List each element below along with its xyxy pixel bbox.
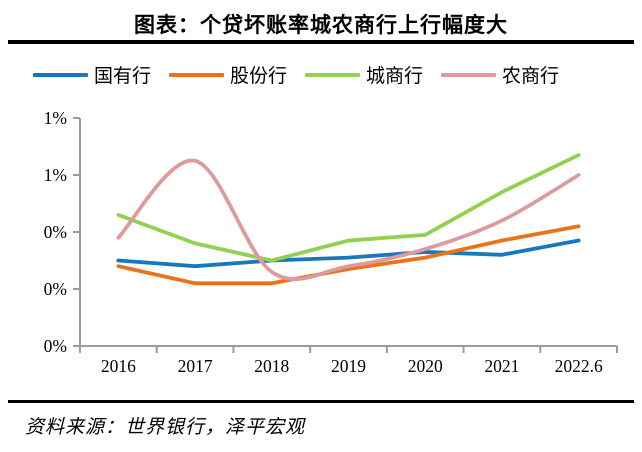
- source-note: 资料来源：世界银行，泽平宏观: [25, 417, 306, 438]
- y-axis-tick-label: 1%: [44, 108, 67, 128]
- legend-line-swatch-blue: [33, 72, 88, 77]
- y-axis-tick-label: 0%: [44, 336, 67, 356]
- legend-item-state-owned-banks: 国有行: [33, 61, 151, 88]
- legend-line-swatch-green: [305, 72, 361, 77]
- series-line-城商行: [116, 152, 581, 262]
- x-axis-tick-label: 2017: [178, 356, 213, 376]
- footer-divider-rule: [8, 399, 634, 403]
- legend-item-joint-stock-banks: 股份行: [169, 61, 287, 88]
- series-line-农商行: [116, 158, 581, 281]
- line-chart: 0% 0% 0% 1% 1% 2016 2017 2018 2019 2020 2021 2022.6: [0, 100, 642, 400]
- y-axis-tick-label: 1%: [44, 165, 67, 185]
- x-axis-tick-label: 2020: [408, 356, 443, 376]
- legend-line-swatch-orange: [169, 72, 225, 77]
- legend-label: 城商行: [366, 66, 424, 87]
- legend-label: 股份行: [230, 66, 288, 87]
- legend-label: 农商行: [502, 66, 560, 87]
- x-axis-tick-label: 2022.6: [555, 356, 603, 376]
- chart-title: 图表：个贷坏账率城农商行上行幅度大: [134, 13, 508, 37]
- legend-item-city-commercial-banks: 城商行: [305, 61, 423, 88]
- line-chart-canvas: 0% 0% 0% 1% 1% 2016 2017 2018 2019 2020 2021 2022.6: [44, 108, 618, 376]
- series-line-国有行: [116, 238, 581, 268]
- legend-item-rural-commercial-banks: 农商行: [441, 61, 559, 88]
- series-line-股份行: [116, 223, 581, 285]
- y-axis-tick-label: 0%: [44, 222, 67, 242]
- title-divider-rule: [8, 40, 634, 44]
- legend-line-swatch-pink: [441, 72, 497, 77]
- y-axis-tick-label: 0%: [44, 279, 67, 299]
- legend-label: 国有行: [94, 66, 152, 87]
- chart-legend: 国有行 股份行 城商行 农商行: [33, 62, 642, 88]
- x-axis-tick-label: 2016: [101, 356, 136, 376]
- x-axis-tick-label: 2019: [331, 356, 366, 376]
- x-axis-tick-label: 2021: [484, 356, 519, 376]
- x-axis-tick-label: 2018: [254, 356, 289, 376]
